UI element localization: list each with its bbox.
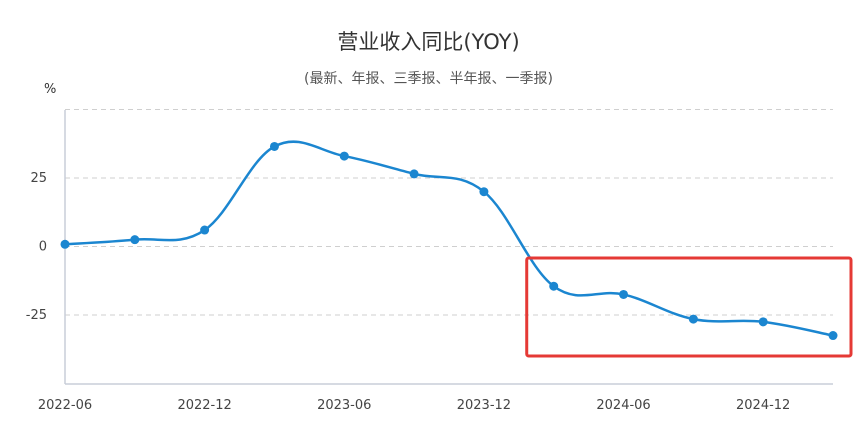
data-point — [409, 169, 419, 179]
highlight-box — [525, 256, 853, 358]
chart-subtitle: (最新、年报、三季报、半年报、一季报) — [304, 71, 553, 87]
data-point — [479, 187, 489, 197]
x-tick-label: 2024-12 — [736, 398, 790, 413]
data-point — [130, 235, 140, 245]
x-tick-label: 2024-06 — [596, 398, 650, 413]
data-point — [688, 314, 698, 324]
chart-title: 营业收入同比(YOY) — [337, 30, 520, 54]
data-point — [619, 289, 629, 299]
data-point — [60, 239, 70, 249]
y-tick-label: 25 — [30, 171, 47, 186]
data-point — [549, 281, 559, 291]
x-tick-label: 2022-06 — [38, 398, 92, 413]
data-point — [200, 225, 210, 235]
x-tick-label: 2022-12 — [177, 398, 231, 413]
data-point — [269, 141, 279, 151]
y-axis-unit: % — [44, 82, 57, 97]
data-point — [828, 331, 838, 341]
y-tick-label: 0 — [39, 240, 47, 255]
series-line — [64, 140, 834, 337]
x-tick-label: 2023-12 — [457, 398, 511, 413]
x-tick-label: 2023-06 — [317, 398, 371, 413]
data-point — [758, 317, 768, 327]
y-tick-label: -25 — [26, 308, 47, 323]
data-point — [339, 151, 349, 161]
